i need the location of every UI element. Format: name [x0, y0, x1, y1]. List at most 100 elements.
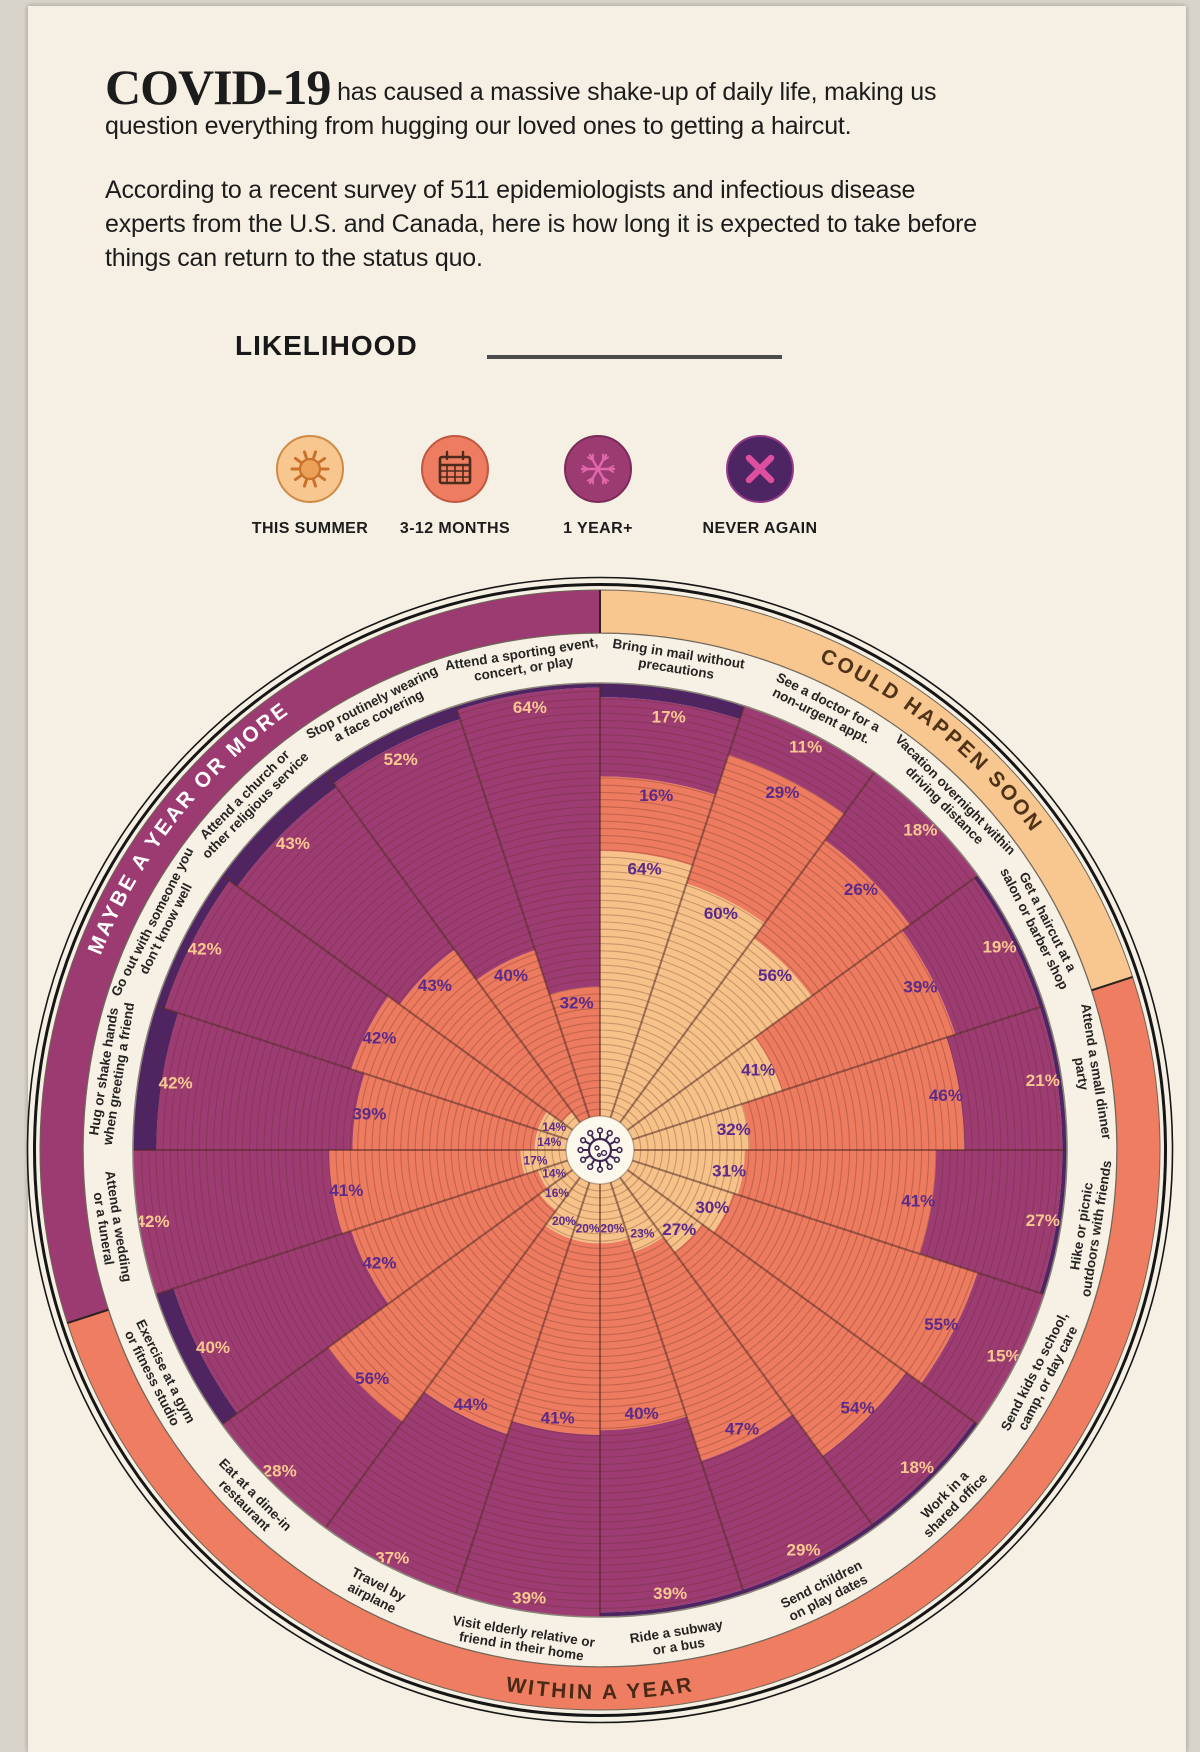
- legend-rule: [487, 355, 782, 359]
- percent-label: 42%: [159, 1074, 193, 1093]
- legend-item-label: 1 YEAR+: [563, 520, 633, 537]
- percent-label: 44%: [454, 1395, 488, 1414]
- radial-chart: 64% 16% 17% 60% 29% 11% 56% 26% 18% 41% 39% 19% 32% 4…: [20, 570, 1180, 1730]
- sector-divider: [607, 1004, 1045, 1149]
- calendar-icon: [438, 450, 472, 485]
- sector-divider: [221, 1153, 595, 1426]
- sector-band-never: [974, 875, 1045, 1008]
- percent-label: 16%: [545, 1186, 569, 1200]
- percent-label: 28%: [263, 1461, 297, 1480]
- sector-band-m312: [737, 1150, 937, 1254]
- percent-label: 29%: [765, 783, 799, 802]
- sector-band-summer: [600, 1037, 783, 1150]
- sector-band-m312: [742, 1037, 965, 1150]
- sector-band-summer: [600, 883, 765, 1150]
- percent-label: 42%: [188, 940, 222, 959]
- sector-divider: [603, 1155, 876, 1529]
- percent-label: 64%: [628, 860, 662, 879]
- sun-icon: [290, 450, 330, 488]
- percent-label: 17%: [652, 707, 686, 726]
- percent-label: 31%: [712, 1161, 746, 1180]
- sector-divider: [605, 874, 979, 1147]
- sector-divider: [601, 1157, 746, 1595]
- sector-band-m312: [399, 949, 573, 1123]
- sector-band-never: [155, 875, 230, 1009]
- percent-label: 15%: [987, 1347, 1021, 1366]
- percent-label: 14%: [537, 1135, 561, 1149]
- sector-band-m312: [329, 1150, 525, 1234]
- percent-label: 18%: [900, 1458, 934, 1477]
- sector-band-summer: [600, 1150, 703, 1253]
- sector-divider: [221, 874, 595, 1147]
- percent-label: 40%: [625, 1404, 659, 1423]
- header: COVID-19 has caused a massive shake-up o…: [105, 62, 995, 275]
- percent-label: 20%: [552, 1214, 576, 1228]
- percent-label: 41%: [901, 1191, 935, 1210]
- sector-band-never: [600, 683, 745, 720]
- sector-band-m312: [476, 950, 593, 1132]
- legend-item-label: NEVER AGAIN: [702, 520, 818, 537]
- percent-label: 14%: [542, 1120, 566, 1134]
- headline: COVID-19 has caused a massive shake-up o…: [105, 62, 995, 143]
- intro-paragraph: According to a recent survey of 511 epid…: [105, 176, 978, 272]
- percent-label: 54%: [841, 1399, 875, 1418]
- sector-spokes: [133, 683, 1067, 1617]
- percent-label: 14%: [542, 1167, 566, 1181]
- percent-label: 41%: [329, 1181, 363, 1200]
- percent-label: 26%: [844, 880, 878, 899]
- percent-label: 39%: [512, 1588, 546, 1607]
- percent-label: 16%: [639, 786, 673, 805]
- outer-circle-thick: [33, 583, 1167, 1717]
- sector-band-y1: [919, 1150, 1063, 1293]
- percent-label: 40%: [196, 1338, 230, 1357]
- percent-label: 40%: [494, 966, 528, 985]
- sector-band-y1: [237, 787, 455, 1005]
- sector-band-never: [325, 705, 461, 784]
- legend-item-label: THIS SUMMER: [251, 520, 369, 537]
- infographic-page: COVID-19 has caused a massive shake-up o…: [26, 6, 1186, 1752]
- label-ring-inner-border: [132, 682, 1068, 1618]
- sector-band-y1: [825, 772, 978, 925]
- percent-label: 32%: [560, 993, 594, 1012]
- sector-band-never: [222, 772, 337, 887]
- sector-divider: [603, 771, 876, 1145]
- sector-divider: [454, 1157, 599, 1595]
- sector-band-y1: [322, 1391, 508, 1599]
- legend-item-label: 3-12 MONTHS: [399, 520, 511, 537]
- percent-label: 17%: [523, 1153, 547, 1167]
- legend-item-snowflake: 1 YEAR+: [518, 429, 678, 538]
- percent-label: 41%: [541, 1408, 575, 1427]
- sector-band-never: [600, 1589, 745, 1617]
- legend-item-calendar: 3-12 MONTHS: [375, 429, 535, 538]
- sector-band-y1: [164, 880, 389, 1070]
- percent-label: 64%: [513, 698, 547, 717]
- sector-band-m312: [713, 1193, 978, 1384]
- percent-label: 52%: [384, 750, 418, 769]
- sector-band-y1: [600, 697, 740, 795]
- percent-label: 42%: [362, 1029, 396, 1048]
- percent-label: 39%: [903, 978, 937, 997]
- sector-band-m312: [753, 840, 910, 997]
- sector-band-m312: [424, 1225, 572, 1435]
- percent-label: 55%: [924, 1315, 958, 1334]
- sector-divider: [454, 705, 599, 1143]
- sector-band-m312: [674, 1224, 907, 1457]
- sector-band-y1: [457, 687, 600, 995]
- percent-label: 18%: [903, 821, 937, 840]
- percent-label: 60%: [704, 904, 738, 923]
- center-hub: [565, 1115, 635, 1185]
- legend-item-x: NEVER AGAIN: [680, 429, 840, 538]
- category-arc-divider: [1091, 975, 1133, 992]
- sector-band-y1: [133, 1150, 343, 1295]
- calendar-icon: [421, 435, 489, 503]
- page-title: COVID-19: [105, 59, 331, 115]
- sector-divider: [605, 1153, 979, 1426]
- sector-band-never: [455, 683, 600, 711]
- sector-divider: [324, 771, 597, 1145]
- sun-icon: [276, 435, 344, 503]
- sector-band-y1: [822, 1372, 975, 1525]
- sector-band-m312: [600, 1238, 687, 1431]
- sector-band-summer: [600, 1150, 734, 1233]
- percent-label: 23%: [630, 1226, 654, 1240]
- percent-label: 20%: [600, 1222, 624, 1236]
